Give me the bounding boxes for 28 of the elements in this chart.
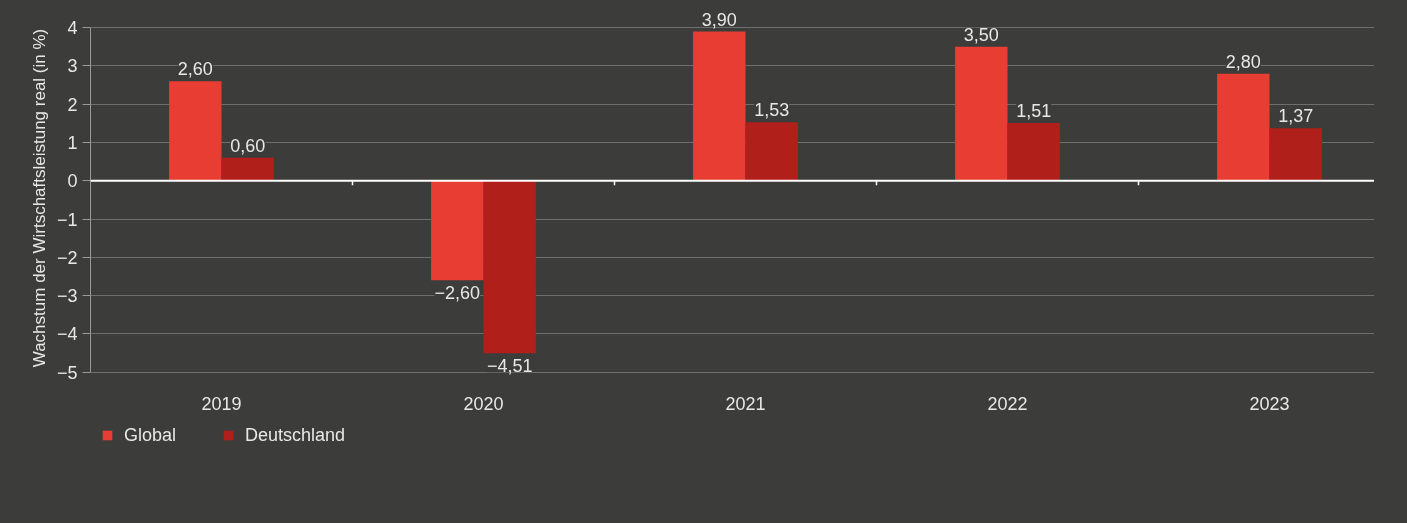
data-label: −4,51 [486, 356, 533, 377]
x-tick-label: 2023 [1249, 393, 1290, 414]
data-label: 1,37 [1278, 106, 1314, 127]
legend-label: Deutschland [245, 424, 346, 446]
y-axis-title: Wachstum der Wirtschaftsleistung real (in %) [29, 28, 49, 368]
y-tick-label: 1 [67, 133, 78, 154]
data-label: 2,60 [177, 59, 213, 80]
y-tick-label: 3 [67, 56, 78, 77]
y-tick-label: −2 [56, 247, 78, 268]
x-tick-label: 2019 [201, 393, 242, 414]
data-label: 1,53 [754, 100, 790, 121]
x-tick-label: 2021 [725, 393, 766, 414]
x-tick-label: 2020 [463, 393, 504, 414]
y-tick-label: −4 [56, 324, 78, 345]
y-tick-label: 2 [67, 94, 78, 115]
y-tick-label: −5 [56, 362, 78, 383]
x-tick-label: 2022 [987, 393, 1028, 414]
data-label: 3,50 [963, 24, 999, 45]
data-label: 3,90 [701, 9, 737, 30]
data-label: 1,51 [1016, 101, 1052, 121]
y-tick-label: −1 [56, 209, 78, 230]
data-label: −2,60 [434, 283, 481, 304]
data-label: 2,80 [1225, 51, 1261, 72]
legend-label: Global [124, 424, 177, 446]
y-tick-label: 4 [67, 18, 78, 39]
data-label: 0,60 [230, 135, 266, 156]
y-tick-label: 0 [67, 171, 78, 192]
y-tick-label: −3 [56, 286, 78, 307]
